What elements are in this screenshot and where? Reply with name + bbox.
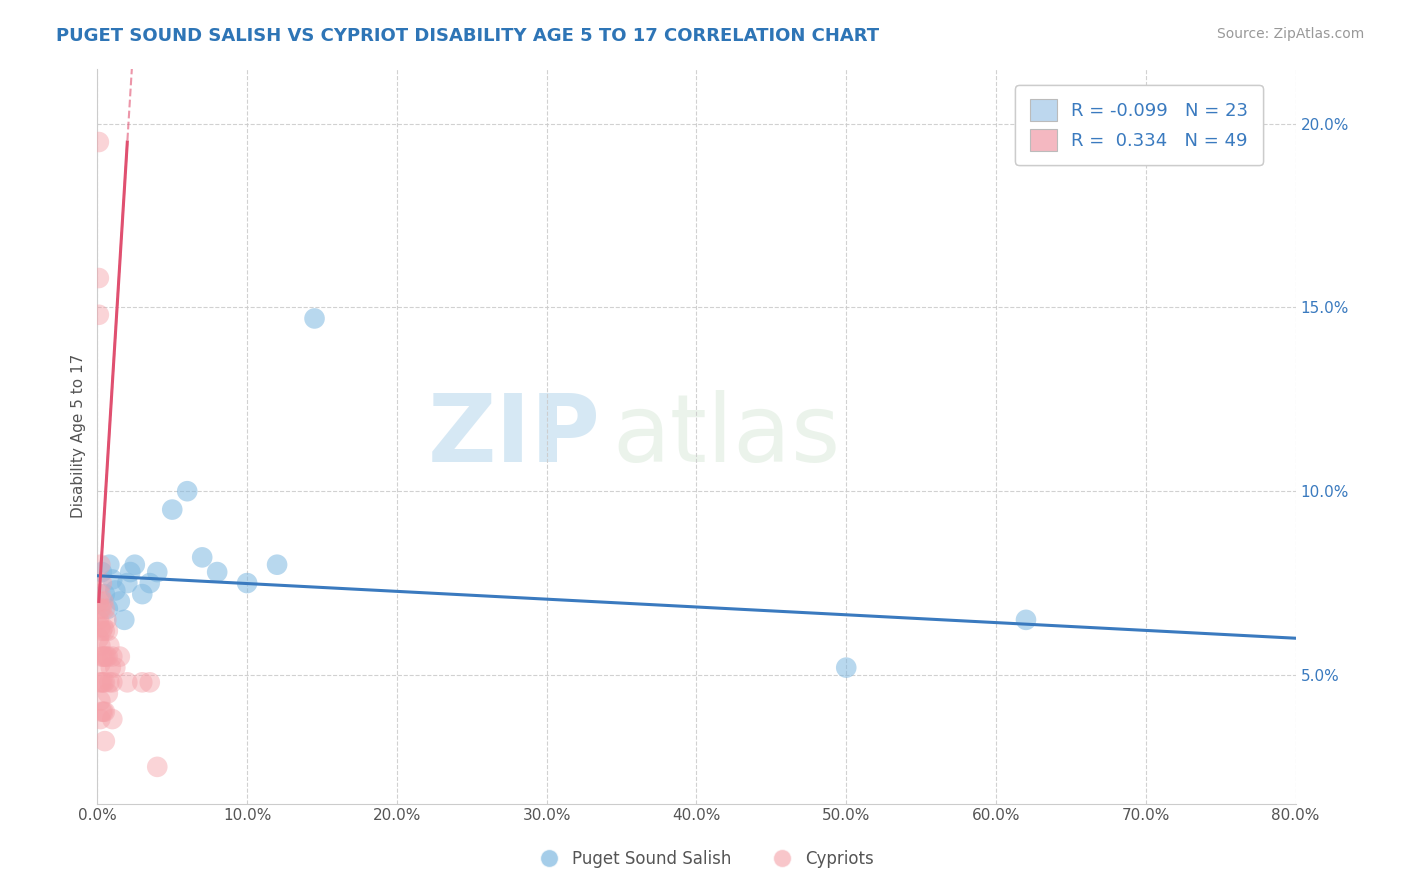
Point xyxy=(97,624,120,638)
Point xyxy=(87,613,110,627)
Point xyxy=(94,649,117,664)
Point xyxy=(205,565,228,579)
Point xyxy=(131,675,153,690)
Point xyxy=(191,550,214,565)
Point xyxy=(90,675,112,690)
Point xyxy=(89,587,111,601)
Point xyxy=(98,639,121,653)
Point xyxy=(94,705,117,719)
Point xyxy=(93,649,115,664)
Point xyxy=(94,624,117,638)
Point xyxy=(89,712,111,726)
Point xyxy=(90,565,112,579)
Point xyxy=(94,734,117,748)
Point xyxy=(89,602,111,616)
Point xyxy=(89,558,111,572)
Point xyxy=(266,558,288,572)
Point xyxy=(120,565,142,579)
Point xyxy=(101,675,124,690)
Point xyxy=(90,624,112,638)
Point xyxy=(94,602,117,616)
Text: PUGET SOUND SALISH VS CYPRIOT DISABILITY AGE 5 TO 17 CORRELATION CHART: PUGET SOUND SALISH VS CYPRIOT DISABILITY… xyxy=(56,27,879,45)
Point xyxy=(146,760,169,774)
Point xyxy=(93,705,115,719)
Point xyxy=(96,613,118,627)
Point xyxy=(97,602,120,616)
Point xyxy=(93,675,115,690)
Point xyxy=(101,712,124,726)
Point xyxy=(96,649,118,664)
Point xyxy=(90,649,112,664)
Point xyxy=(97,649,120,664)
Point xyxy=(87,594,110,608)
Point xyxy=(89,675,111,690)
Point xyxy=(146,565,169,579)
Point xyxy=(112,613,135,627)
Point xyxy=(98,675,121,690)
Point xyxy=(89,639,111,653)
Text: atlas: atlas xyxy=(613,390,841,482)
Legend: Puget Sound Salish, Cypriots: Puget Sound Salish, Cypriots xyxy=(526,844,880,875)
Point xyxy=(89,657,111,671)
Point xyxy=(162,502,184,516)
Y-axis label: Disability Age 5 to 17: Disability Age 5 to 17 xyxy=(72,354,86,518)
Point xyxy=(100,660,122,674)
Point xyxy=(93,620,115,634)
Point xyxy=(108,594,131,608)
Point xyxy=(101,573,124,587)
Point xyxy=(90,705,112,719)
Point xyxy=(104,583,127,598)
Point xyxy=(101,649,124,664)
Point xyxy=(304,311,326,326)
Point xyxy=(176,484,198,499)
Text: Source: ZipAtlas.com: Source: ZipAtlas.com xyxy=(1216,27,1364,41)
Point xyxy=(236,576,259,591)
Point xyxy=(117,576,139,591)
Point xyxy=(87,135,110,149)
Point xyxy=(131,587,153,601)
Point xyxy=(139,576,162,591)
Point xyxy=(93,594,115,608)
Point xyxy=(90,576,112,591)
Text: ZIP: ZIP xyxy=(427,390,600,482)
Point xyxy=(94,675,117,690)
Point xyxy=(104,660,127,674)
Point xyxy=(98,558,121,572)
Point xyxy=(124,558,146,572)
Point xyxy=(94,587,117,601)
Point xyxy=(139,675,162,690)
Point xyxy=(89,620,111,634)
Point xyxy=(835,660,858,674)
Point xyxy=(87,631,110,645)
Point xyxy=(87,308,110,322)
Point xyxy=(108,649,131,664)
Point xyxy=(89,694,111,708)
Legend: R = -0.099   N = 23, R =  0.334   N = 49: R = -0.099 N = 23, R = 0.334 N = 49 xyxy=(1015,85,1263,165)
Point xyxy=(97,686,120,700)
Point xyxy=(87,271,110,285)
Point xyxy=(1015,613,1038,627)
Point xyxy=(90,602,112,616)
Point xyxy=(117,675,139,690)
